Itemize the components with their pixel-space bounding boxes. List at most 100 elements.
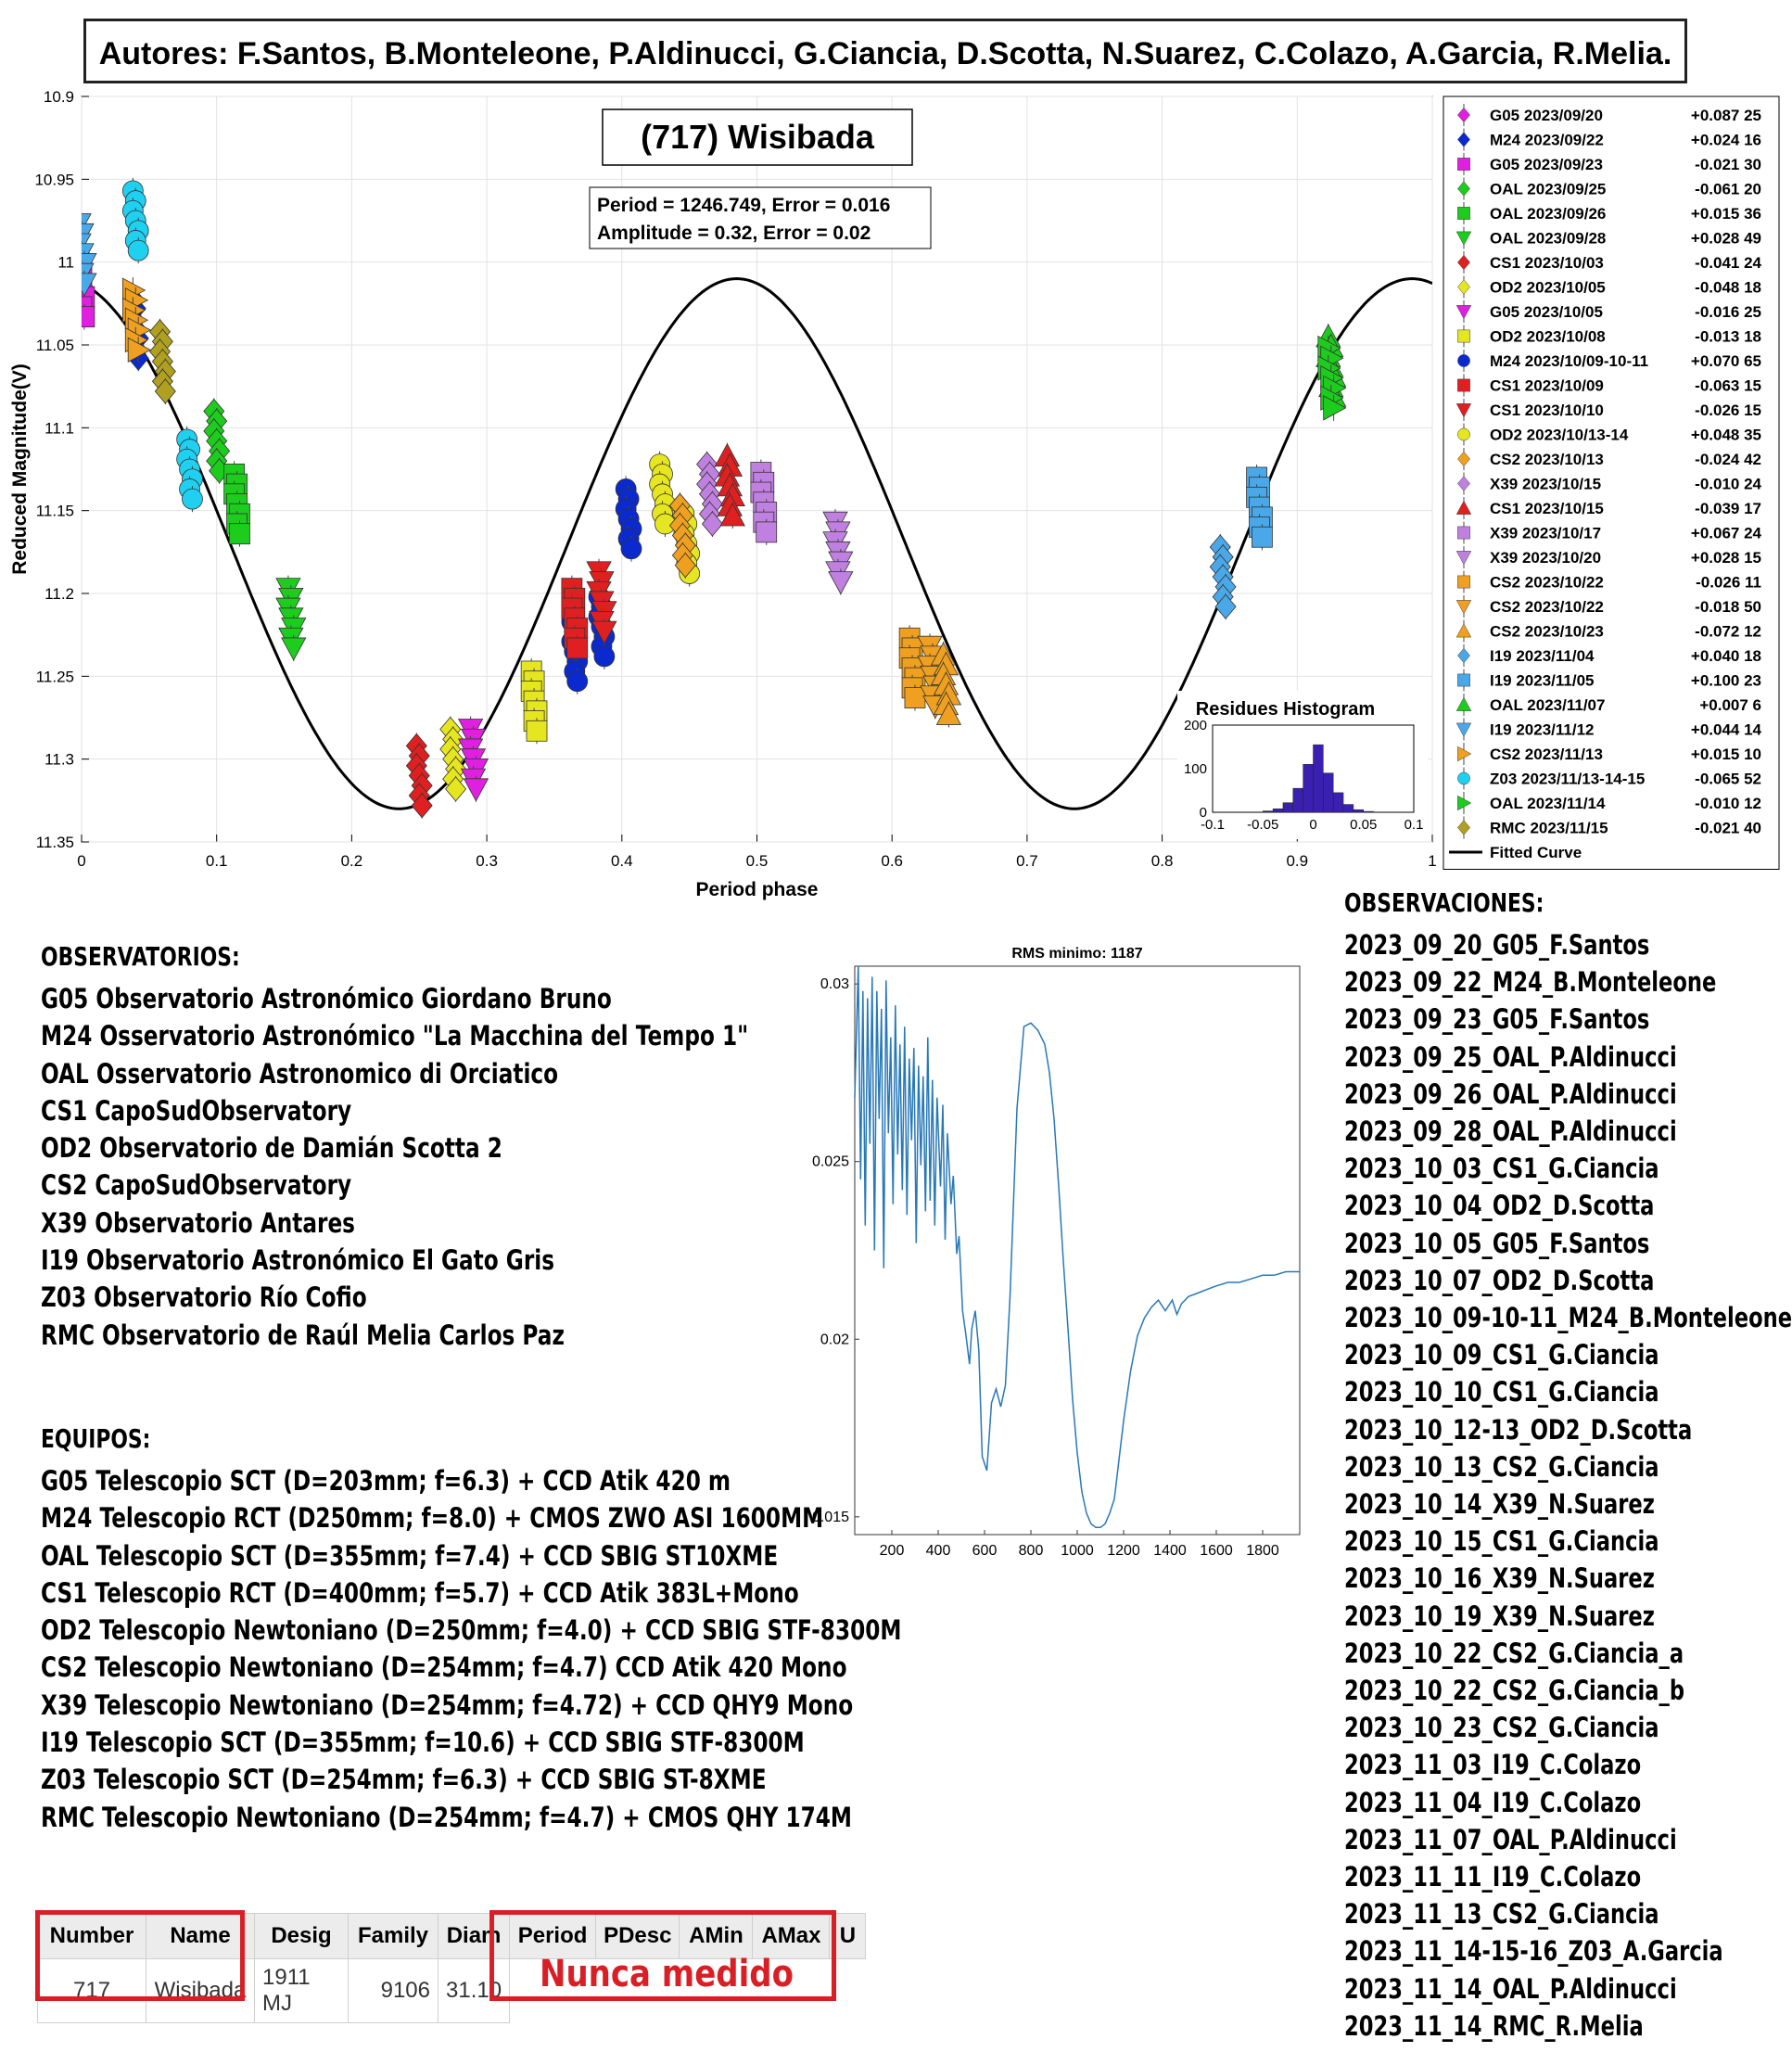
legend-value: +0.040 18 xyxy=(1691,647,1761,665)
rms-frame xyxy=(854,965,1301,1536)
observacion-item: 2023_11_07_OAL_P.Aldinucci xyxy=(1344,1823,1677,1855)
x-tick-label: 0.7 xyxy=(1016,852,1038,870)
legend-item: RMC 2023/11/15 -0.021 40 xyxy=(1457,816,1761,839)
data-point xyxy=(127,337,152,363)
legend-value: -0.016 25 xyxy=(1695,303,1761,321)
observatorios-title: OBSERVATORIOS: xyxy=(41,941,240,972)
legend-marker xyxy=(1457,771,1470,785)
equipo-item: Z03 Telescopio SCT (D=254mm; f=6.3) + CC… xyxy=(41,1764,767,1796)
legend-value: +0.028 15 xyxy=(1691,549,1761,567)
legend-label: OAL 2023/09/25 xyxy=(1490,181,1606,198)
series-markers xyxy=(1209,533,1237,620)
legend-item: OD2 2023/10/13-14 +0.048 35 xyxy=(1457,423,1761,446)
histogram-y-tick-label: 200 xyxy=(1184,718,1207,733)
legend-label: OAL 2023/09/26 xyxy=(1490,205,1606,223)
legend-value: +0.015 36 xyxy=(1691,205,1761,223)
legend-value: +0.067 24 xyxy=(1691,525,1762,542)
observacion-item: 2023_11_11_I19_C.Colazo xyxy=(1344,1861,1642,1893)
legend-label: OD2 2023/10/08 xyxy=(1490,328,1606,346)
legend-marker xyxy=(1455,551,1472,566)
legend-item: CS2 2023/10/13 -0.024 42 xyxy=(1457,448,1761,470)
legend-label: M24 2023/09/22 xyxy=(1490,132,1604,149)
rms-x-tick-label: 400 xyxy=(926,1543,951,1559)
series-markers xyxy=(668,492,696,579)
legend-label: X39 2023/10/20 xyxy=(1490,549,1601,567)
fitted-curve xyxy=(82,276,1432,810)
legend-marker xyxy=(1457,181,1470,197)
legend-item: I19 2023/11/12 +0.044 14 xyxy=(1455,718,1762,741)
legend-item: CS2 2023/11/13 +0.015 10 xyxy=(1457,743,1761,765)
observatorio-item: M24 Osservatorio Astronómico "La Macchin… xyxy=(41,1020,749,1052)
legend-item: CS2 2023/10/22 -0.018 50 xyxy=(1455,595,1761,618)
legend-item: CS1 2023/10/03 -0.041 24 xyxy=(1457,251,1762,274)
legend-value: +0.024 16 xyxy=(1691,132,1761,149)
chart-title: (717) Wisibada xyxy=(641,118,875,156)
observatorio-item: RMC Observatorio de Raúl Melia Carlos Pa… xyxy=(41,1319,565,1351)
observacion-item: 2023_09_20_G05_F.Santos xyxy=(1344,929,1650,961)
legend-value: -0.063 15 xyxy=(1695,377,1761,395)
x-tick-label: 0.2 xyxy=(341,852,363,870)
observacion-item: 2023_09_25_OAL_P.Aldinucci xyxy=(1344,1040,1677,1073)
fit-info-box: Period = 1246.749, Error = 0.016 Amplitud… xyxy=(589,186,932,249)
legend-label: OD2 2023/10/13-14 xyxy=(1490,427,1629,444)
rms-y-tick-label: 0.03 xyxy=(820,976,849,992)
legend-item: OAL 2023/09/25 -0.061 20 xyxy=(1457,177,1761,200)
legend-marker xyxy=(1457,476,1470,491)
legend-marker xyxy=(1455,623,1472,638)
y-tick-label: 11.35 xyxy=(36,834,74,851)
legend-item: CS1 2023/10/09 -0.063 15 xyxy=(1457,374,1761,397)
legend-item: OD2 2023/10/08 -0.013 18 xyxy=(1457,325,1761,348)
observaciones-title: OBSERVACIONES: xyxy=(1344,887,1544,918)
legend-marker xyxy=(1457,329,1470,343)
observacion-item: 2023_10_14_X39_N.Suarez xyxy=(1344,1488,1655,1521)
series-markers xyxy=(696,451,723,537)
equipo-item: M24 Telescopio RCT (D250mm; f=8.0) + CMO… xyxy=(41,1502,824,1535)
legend-marker xyxy=(1457,673,1470,687)
legend-value: +0.087 25 xyxy=(1691,107,1761,124)
observacion-item: 2023_10_04_OD2_D.Scotta xyxy=(1344,1190,1655,1222)
legend-label: OAL 2023/11/07 xyxy=(1490,696,1605,714)
fit-info-line: Amplitude = 0.32, Error = 0.02 xyxy=(597,223,871,244)
x-tick-label: 0 xyxy=(77,852,85,870)
chart-title-frame xyxy=(602,108,913,166)
x-tick-label: 0.1 xyxy=(206,852,228,870)
series-markers xyxy=(714,442,745,529)
observacion-item: 2023_10_10_CS1_G.Ciancia xyxy=(1344,1376,1659,1408)
observacion-item: 2023_09_28_OAL_P.Aldinucci xyxy=(1344,1115,1677,1148)
legend-value: -0.026 11 xyxy=(1696,574,1761,592)
data-point xyxy=(182,488,203,510)
legend-item: CS2 2023/10/22 -0.026 11 xyxy=(1457,570,1761,593)
observatorio-item: I19 Observatorio Astronómico El Gato Gri… xyxy=(41,1244,555,1277)
legend-marker xyxy=(1457,795,1472,811)
observatorios-list: G05 Observatorio Astronómico Giordano Br… xyxy=(41,980,925,1354)
legend: G05 2023/09/20 +0.087 25 M24 2023/09/22 +0.… xyxy=(1442,96,1780,870)
histogram-bar xyxy=(1292,787,1303,813)
lightcurve-chart: 0 0.1 0.2 0.3 0.4 0.5 0.6 0.7 0.8 0.9 1 10.9 10.95 11… xyxy=(9,88,1780,900)
y-tick-label: 11.05 xyxy=(36,337,74,354)
observacion-item: 2023_10_13_CS2_G.Ciancia xyxy=(1344,1450,1659,1483)
observacion-item: 2023_11_14_OAL_P.Aldinucci xyxy=(1344,1972,1677,2005)
observacion-item: 2023_11_03_I19_C.Colazo xyxy=(1344,1749,1642,1781)
series-markers xyxy=(750,459,778,545)
rms-x-tick-label: 1800 xyxy=(1246,1543,1279,1559)
legend-marker xyxy=(1455,600,1472,615)
equipo-item: G05 Telescopio SCT (D=203mm; f=6.3) + CC… xyxy=(41,1465,731,1497)
legend-value: +0.100 23 xyxy=(1691,672,1761,690)
legend-value: -0.013 18 xyxy=(1695,328,1761,346)
legend-marker xyxy=(1455,305,1472,320)
legend-label: I19 2023/11/12 xyxy=(1490,721,1595,739)
legend-label: OAL 2023/09/28 xyxy=(1490,230,1606,248)
data-point xyxy=(701,511,723,537)
legend-marker xyxy=(1455,722,1472,737)
rms-line xyxy=(854,965,1300,1529)
y-tick-label: 11.15 xyxy=(36,503,74,520)
legend-item: OAL 2023/11/14 -0.010 12 xyxy=(1457,792,1761,814)
y-tick-label: 11.3 xyxy=(44,751,74,769)
legend-marker xyxy=(1457,427,1470,441)
series-markers xyxy=(1246,464,1273,551)
col-number: Number xyxy=(37,1913,146,1959)
rms-x-tick-label: 1600 xyxy=(1200,1543,1233,1559)
series-markers xyxy=(457,716,489,802)
legend-value: +0.048 35 xyxy=(1691,427,1761,444)
legend-marker xyxy=(1457,647,1470,664)
